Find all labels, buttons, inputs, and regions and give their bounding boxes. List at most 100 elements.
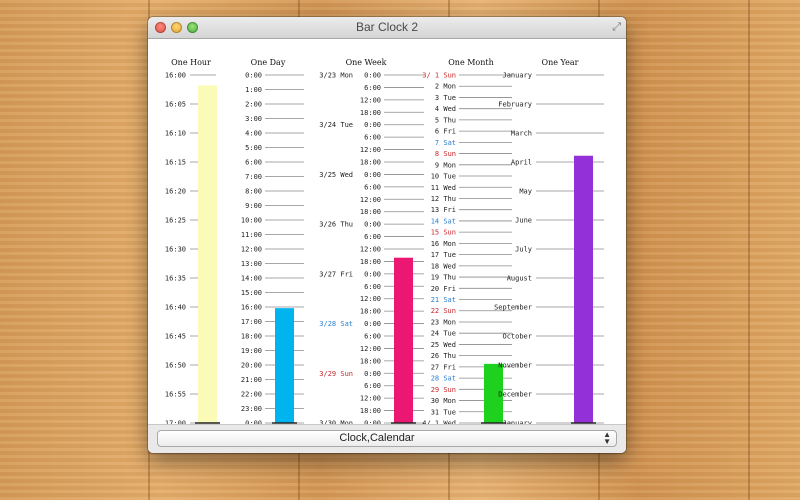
tick-label: 16:10 — [165, 130, 186, 138]
tick-label: 6:00 — [364, 382, 381, 390]
tick-label: 16:20 — [165, 188, 186, 196]
bar-clock-canvas: One Hour 16:00 16:05 16:10 16:15 16:20 16:25 16… — [165, 58, 618, 438]
tick-label: September — [494, 304, 532, 312]
tick-label: 17 Tue — [431, 251, 456, 259]
tick-label: 9 Mon — [435, 161, 456, 169]
tick-label: 0:00 — [364, 72, 381, 80]
day-label: 3/29 Sun — [319, 370, 353, 378]
tick-label: 16:50 — [165, 362, 186, 370]
tick-label: 8 Sun — [435, 150, 456, 158]
progress-bar-0 — [198, 85, 217, 423]
tick-label: 20 Fri — [431, 285, 456, 293]
close-button[interactable] — [155, 22, 166, 33]
tick-label: 16:00 — [241, 304, 262, 312]
tick-label: 19 Thu — [431, 274, 456, 282]
tick-label: 14 Sat — [431, 217, 456, 225]
tick-label: 7:00 — [245, 173, 262, 181]
tick-label: 12:00 — [241, 246, 262, 254]
tick-label: 18:00 — [360, 109, 381, 117]
minimize-button[interactable] — [171, 22, 182, 33]
tick-label: August — [507, 275, 532, 283]
tick-label: 17:00 — [165, 420, 186, 428]
tick-label: 11 Wed — [431, 184, 456, 192]
tick-label: July — [515, 246, 532, 254]
mode-select[interactable]: Clock,Calendar ▲ ▼ — [157, 430, 617, 447]
tick-label: 2 Mon — [435, 83, 456, 91]
window-title: Bar Clock 2 — [355, 20, 419, 34]
tick-label: 0:00 — [364, 121, 381, 129]
tick-label: 16 Mon — [431, 240, 456, 248]
tick-label: 16:45 — [165, 333, 186, 341]
tick-label: 31 Tue — [431, 408, 456, 416]
tick-label: January — [502, 420, 532, 428]
tick-label: 26 Thu — [431, 352, 456, 360]
tick-label: 21:00 — [241, 376, 262, 384]
tick-label: 23:00 — [241, 405, 262, 413]
tick-label: 12:00 — [360, 395, 381, 403]
tick-label: 18:00 — [360, 357, 381, 365]
title-bar[interactable]: Bar Clock 2 ⤢ — [148, 17, 626, 39]
tick-label: 0:00 — [364, 370, 381, 378]
tick-label: February — [498, 101, 532, 109]
column-header-1: One Day — [251, 58, 286, 67]
tick-label: 12:00 — [360, 96, 381, 104]
progress-bar-2 — [394, 257, 413, 423]
tick-label: 22 Sun — [431, 307, 456, 315]
progress-bar-4 — [574, 155, 593, 423]
tick-label: 15:00 — [241, 289, 262, 297]
tick-label: 12:00 — [360, 345, 381, 353]
tick-label: 16:30 — [165, 246, 186, 254]
bottom-bar: Clock,Calendar ▲ ▼ — [148, 424, 626, 453]
tick-label: 6:00 — [245, 159, 262, 167]
app-window: Bar Clock 2 ⤢ One Hour 16:00 16:05 16:10 16:… — [148, 17, 626, 453]
tick-label: 16:55 — [165, 391, 186, 399]
day-label: 3/24 Tue — [319, 121, 353, 129]
tick-label: 3:00 — [245, 115, 262, 123]
zoom-button[interactable] — [187, 22, 198, 33]
tick-label: 3/ 1 Sun — [422, 72, 456, 80]
tick-label: 0:00 — [364, 270, 381, 278]
tick-label: 24 Tue — [431, 330, 456, 338]
tick-label: 10 Tue — [431, 173, 456, 181]
tick-label: 16:15 — [165, 159, 186, 167]
tick-label: 0:00 — [245, 420, 262, 428]
tick-label: November — [498, 362, 532, 370]
tick-label: 12:00 — [360, 246, 381, 254]
tick-label: 2:00 — [245, 101, 262, 109]
tick-label: 21 Sat — [431, 296, 456, 304]
day-label: 3/28 Sat — [319, 320, 353, 328]
column-header-3: One Month — [448, 58, 494, 67]
tick-label: 0:00 — [245, 72, 262, 80]
tick-label: 12 Thu — [431, 195, 456, 203]
tick-label: 13 Fri — [431, 206, 456, 214]
tick-label: 14:00 — [241, 275, 262, 283]
progress-bar-3 — [484, 363, 503, 423]
tick-label: 30 Mon — [431, 397, 456, 405]
tick-label: 19:00 — [241, 347, 262, 355]
tick-label: 27 Fri — [431, 363, 456, 371]
tick-label: 6:00 — [364, 283, 381, 291]
tick-label: January — [502, 72, 532, 80]
fullscreen-icon[interactable]: ⤢ — [612, 21, 621, 33]
day-label: 3/25 Wed — [319, 171, 353, 179]
tick-label: 18:00 — [360, 308, 381, 316]
tick-label: 16:25 — [165, 217, 186, 225]
tick-label: 18:00 — [360, 258, 381, 266]
tick-label: 7 Sat — [435, 139, 456, 147]
tick-label: 6:00 — [364, 183, 381, 191]
tick-label: 18 Wed — [431, 262, 456, 270]
tick-label: May — [519, 188, 532, 196]
tick-label: June — [515, 217, 532, 225]
tick-label: 6:00 — [364, 134, 381, 142]
tick-label: 12:00 — [360, 295, 381, 303]
tick-label: 20:00 — [241, 362, 262, 370]
tick-label: 8:00 — [245, 188, 262, 196]
day-label: 3/23 Mon — [319, 72, 353, 80]
day-label: 3/30 Mon — [319, 420, 353, 428]
tick-label: 0:00 — [364, 171, 381, 179]
tick-label: 5:00 — [245, 144, 262, 152]
column-header-2: One Week — [346, 58, 387, 67]
tick-label: 5 Thu — [435, 116, 456, 124]
tick-label: December — [498, 391, 532, 399]
tick-label: 4:00 — [245, 130, 262, 138]
